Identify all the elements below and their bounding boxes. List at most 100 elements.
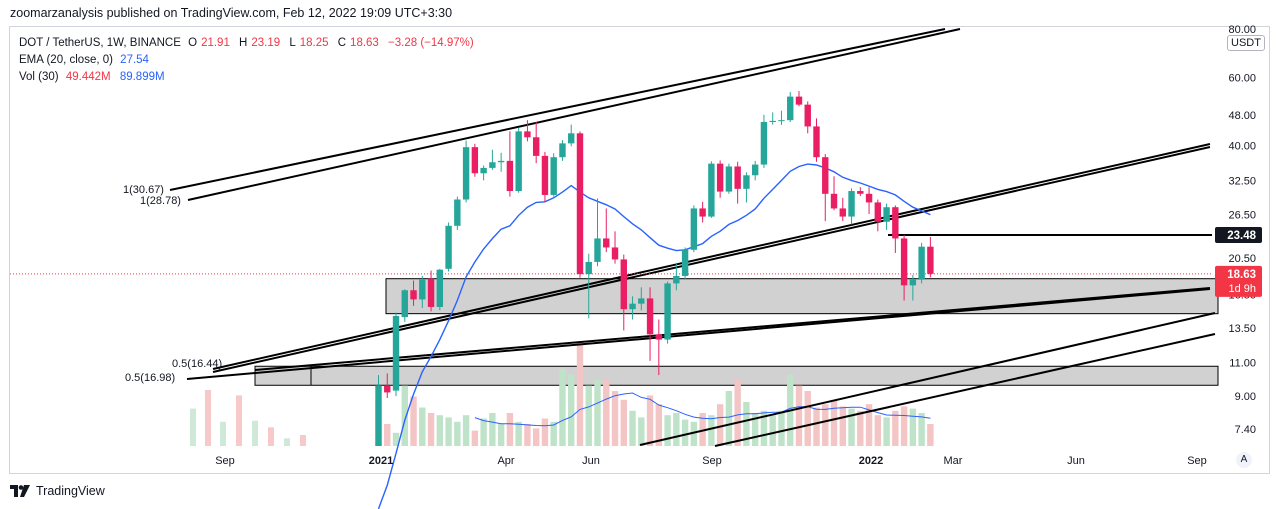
footer-brand-text: TradingView <box>36 484 105 498</box>
volume-bar <box>220 421 226 446</box>
currency-unit-button[interactable]: USDT <box>1227 35 1265 51</box>
fib-label: 0.5(16.98) <box>125 372 175 384</box>
candle-body <box>532 137 540 156</box>
candle <box>638 287 645 311</box>
volume-bar <box>497 424 505 446</box>
candle-body <box>445 225 452 269</box>
candle <box>392 312 400 397</box>
candle-body <box>874 202 882 222</box>
volume-bar <box>839 406 846 446</box>
candle <box>918 242 925 284</box>
ema-row[interactable]: EMA (20, close, 0) 27.54 <box>19 52 474 69</box>
channel-line-upper-2 <box>187 28 961 201</box>
y-tick-label: 7.40 <box>1235 424 1256 436</box>
candle <box>839 197 846 222</box>
countdown-text: 1d 9h <box>1228 283 1256 295</box>
close-value: 18.63 <box>350 37 379 49</box>
candle <box>848 188 855 225</box>
channel-line-middle-2 <box>212 146 1211 373</box>
candle-body <box>664 283 671 340</box>
candle <box>480 165 487 181</box>
volume-bar <box>734 380 741 446</box>
volume-bar <box>795 385 803 446</box>
candle-body <box>830 193 838 209</box>
candle-body <box>392 315 400 391</box>
volume-bar <box>205 389 211 446</box>
candle-body <box>839 208 846 217</box>
volume-bar <box>559 369 566 446</box>
candle <box>822 154 829 222</box>
candle-body <box>629 303 636 310</box>
candle-body <box>454 199 461 226</box>
volume-bar <box>445 417 452 446</box>
candle-body <box>778 120 785 122</box>
candle <box>506 131 514 197</box>
vol-ma-value: 89.899M <box>119 71 165 83</box>
candle-body <box>550 157 557 195</box>
x-tick-label: Jun <box>1067 455 1085 467</box>
candle-body <box>541 155 549 195</box>
vol-value: 49.442M <box>65 71 111 83</box>
vol-row[interactable]: Vol (30) 49.442M 89.899M <box>19 69 474 86</box>
symbol-title[interactable]: DOT / TetherUS, 1W, BINANCE <box>19 37 181 49</box>
candle <box>471 143 479 177</box>
candle <box>532 121 540 164</box>
publish-caption: zoomarzanalysis published on TradingView… <box>10 6 453 20</box>
candle <box>927 236 934 278</box>
last-price-tag <box>1215 265 1262 297</box>
candle <box>734 161 741 204</box>
candle-body <box>436 269 444 307</box>
candle-body <box>480 167 487 174</box>
candle-body <box>751 164 759 176</box>
volume-bar <box>462 415 470 446</box>
candle <box>576 131 584 278</box>
volume-bar <box>594 380 601 446</box>
candle <box>813 118 820 162</box>
low-label: L <box>289 37 296 49</box>
x-tick-label: 2022 <box>859 455 883 467</box>
volume-bar <box>541 418 549 446</box>
candle-body <box>690 208 698 250</box>
candle-body <box>909 279 917 286</box>
volume-bar <box>629 410 636 446</box>
candle <box>541 151 549 203</box>
candle-body <box>918 246 925 280</box>
footer-brand[interactable]: TradingView <box>10 484 105 498</box>
candle <box>743 172 750 203</box>
candle-body <box>489 162 496 168</box>
y-tick-label: 48.00 <box>1228 110 1256 122</box>
volume-bar <box>300 435 306 446</box>
symbol-row: DOT / TetherUS, 1W, BINANCE O 21.91 H 23.1… <box>19 35 474 52</box>
candle <box>664 281 671 344</box>
candle <box>410 280 417 306</box>
candle-body <box>892 207 899 239</box>
volume-bar <box>252 420 258 446</box>
candle <box>454 196 461 230</box>
volume-bar <box>699 413 706 446</box>
candle <box>883 203 890 230</box>
x-tick-label: Mar <box>944 455 963 467</box>
volume-bar <box>524 424 531 446</box>
candle-body <box>848 191 855 217</box>
x-tick-label: Apr <box>497 455 514 467</box>
y-tick-label: 80.00 <box>1228 24 1256 36</box>
candle <box>524 120 531 142</box>
candle-body <box>681 249 689 276</box>
volume-bar <box>681 419 689 446</box>
volume-bar <box>760 410 768 446</box>
candle-body <box>804 104 811 127</box>
volume-bar <box>874 415 882 446</box>
close-label: C <box>337 37 347 49</box>
auto-scale-button[interactable]: A <box>1236 452 1252 468</box>
candle-body <box>638 298 645 304</box>
candle-body <box>427 278 435 307</box>
candle <box>874 199 882 232</box>
candle-body <box>857 191 864 194</box>
candle <box>708 161 715 218</box>
volume-bar <box>603 380 610 446</box>
support-zone-upper <box>385 278 1219 315</box>
volume-bar <box>830 399 838 446</box>
volume-bar <box>664 415 671 446</box>
candle <box>489 149 496 170</box>
